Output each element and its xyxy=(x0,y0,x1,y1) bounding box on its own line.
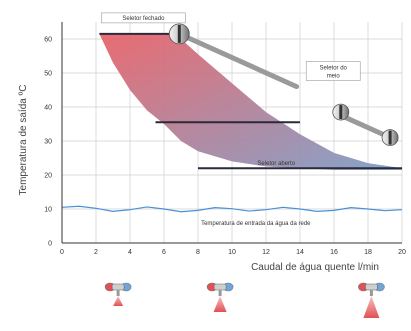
selector-levels xyxy=(99,32,402,170)
faucet-body-icon xyxy=(213,283,227,291)
water-flow-icon xyxy=(213,296,227,312)
water-flow-icon xyxy=(113,296,124,306)
water-flow-icon xyxy=(363,296,380,318)
selector-knob-notch-icon xyxy=(339,105,343,120)
y-axis-title: Temperatura de saída ºC xyxy=(18,85,29,196)
x-tick-label: 20 xyxy=(398,249,406,256)
faucet-spout-icon xyxy=(369,290,373,296)
annotation-selector-open: Seletor aberto xyxy=(257,161,295,167)
annotation-selector-middle-line2: meio xyxy=(327,74,341,80)
x-axis-title: Caudal de água quente l/min xyxy=(251,262,379,273)
axes xyxy=(61,22,402,244)
y-tick-label: 40 xyxy=(44,105,52,112)
annotation-selector-middle: Seletor do meio xyxy=(320,66,348,80)
y-tick-label: 50 xyxy=(44,71,52,78)
y-tick-label: 30 xyxy=(44,139,52,146)
selector-knobs xyxy=(168,23,399,147)
temperature-range-area xyxy=(99,33,403,170)
annotations: Seletor fechado Seletor do meio Seletor abe… xyxy=(101,12,393,227)
temperature-band xyxy=(99,33,403,170)
x-tick-labels: 0 2 4 6 8 10 12 14 16 18 20 xyxy=(60,249,406,256)
y-tick-labels: 0 10 20 30 40 50 60 xyxy=(44,37,52,248)
y-tick-label: 0 xyxy=(48,241,52,248)
x-tick-label: 2 xyxy=(94,249,98,256)
annotation-selector-closed: Seletor fechado xyxy=(122,16,165,22)
x-tick-label: 8 xyxy=(196,249,200,256)
x-tick-label: 10 xyxy=(228,249,236,256)
faucet-spout-icon xyxy=(116,290,120,296)
faucet-spout-icon xyxy=(218,290,222,296)
faucet-body-icon xyxy=(365,283,378,291)
cold-water-line xyxy=(61,205,403,213)
annotation-selector-middle-line1: Seletor do xyxy=(320,66,348,72)
x-tick-label: 12 xyxy=(262,249,270,256)
faucet-icons xyxy=(104,282,385,318)
selector-knob-notch-icon xyxy=(177,24,181,43)
label-box-middle xyxy=(305,61,361,81)
x-tick-label: 18 xyxy=(364,249,372,256)
label-box-closed xyxy=(101,12,186,24)
annotation-cold-water: Temperatura de entrada da água da rede xyxy=(201,221,311,227)
y-tick-label: 20 xyxy=(44,173,52,180)
x-tick-label: 4 xyxy=(128,249,132,256)
cold-water-series-line xyxy=(61,205,403,213)
y-tick-label: 10 xyxy=(44,207,52,214)
y-tick-label: 60 xyxy=(44,37,52,44)
x-tick-label: 6 xyxy=(162,249,166,256)
x-tick-label: 14 xyxy=(296,249,304,256)
x-tick-label: 0 xyxy=(60,249,64,256)
faucet-body-icon xyxy=(111,283,125,291)
x-tick-label: 16 xyxy=(330,249,338,256)
selector-knob-notch-icon xyxy=(388,130,392,145)
leader-line-closed xyxy=(176,31,300,90)
